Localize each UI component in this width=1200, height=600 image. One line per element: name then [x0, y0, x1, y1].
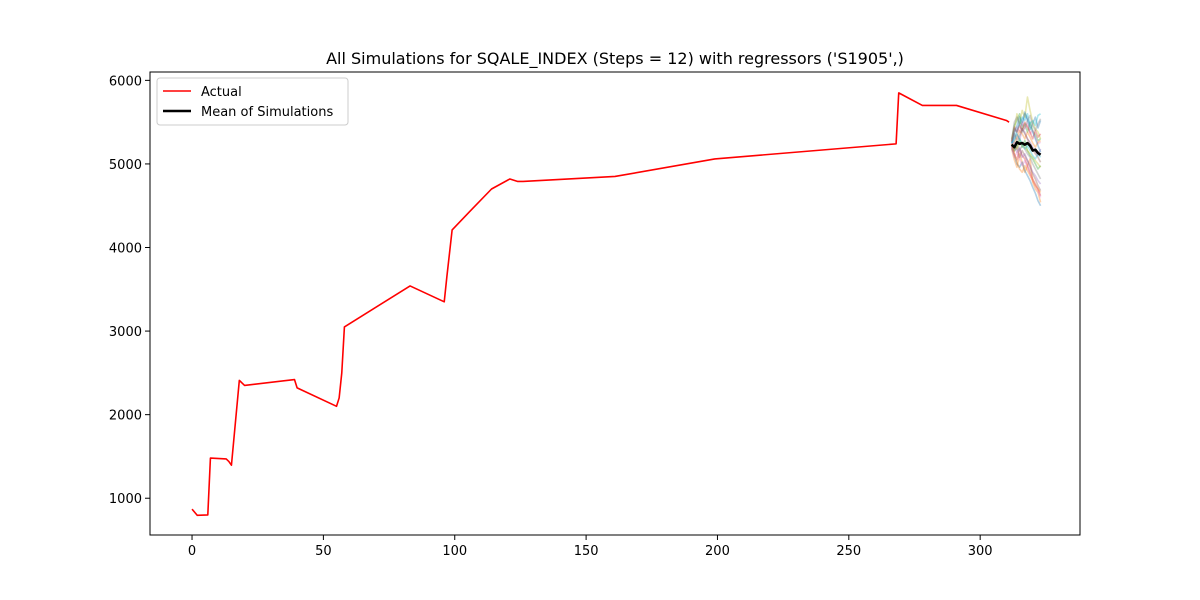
- simulation-line: [1010, 146, 1042, 198]
- actual-line: [191, 92, 1010, 517]
- y-tick-label: 5000: [109, 158, 142, 173]
- x-tick-label: 300: [968, 544, 993, 559]
- simulation-line: [1010, 143, 1042, 193]
- y-tick-label: 3000: [109, 325, 142, 340]
- legend-label: Mean of Simulations: [201, 105, 333, 120]
- simulation-line: [1010, 112, 1042, 144]
- x-tick-label: 200: [705, 544, 730, 559]
- simulation-line: [1011, 141, 1042, 168]
- simulation-line: [1010, 141, 1042, 185]
- legend-box: [156, 77, 349, 126]
- mean-of-simulations-line: [1010, 140, 1042, 156]
- plot-frame: [149, 71, 1081, 536]
- simulation-line: [1010, 147, 1042, 207]
- y-tick-label: 6000: [109, 74, 142, 89]
- legend-label: Actual: [201, 85, 242, 100]
- x-tick-label: 250: [836, 544, 861, 559]
- x-tick-label: 50: [315, 544, 332, 559]
- y-tick-label: 1000: [109, 492, 142, 507]
- simulation-line: [1010, 112, 1042, 144]
- x-axis: 0 50 100 150 200 250 300: [188, 535, 993, 559]
- y-axis: 1000 2000 3000 4000 5000 6000: [109, 74, 150, 507]
- simulation-line: [1011, 133, 1042, 160]
- simulation-line: [1010, 111, 1042, 153]
- x-tick-label: 100: [442, 544, 467, 559]
- simulation-line: [1010, 138, 1042, 170]
- simulation-line: [1010, 148, 1042, 203]
- simulation-line: [1010, 128, 1042, 163]
- chart-title: All Simulations for SQALE_INDEX (Steps =…: [326, 49, 904, 69]
- simulation-line: [1010, 96, 1042, 142]
- y-tick-label: 4000: [109, 242, 142, 257]
- simulation-line: [1010, 114, 1042, 142]
- simulation-line: [1011, 129, 1042, 149]
- simulation-line: [1010, 146, 1042, 196]
- simulation-line: [1010, 121, 1042, 145]
- x-tick-label: 150: [574, 544, 599, 559]
- simulation-line: [1010, 121, 1042, 141]
- simulation-line: [1010, 112, 1042, 142]
- series-lines: [191, 92, 1042, 517]
- y-tick-label: 2000: [109, 409, 142, 424]
- x-tick-label: 0: [188, 544, 196, 559]
- simulation-line: [1010, 146, 1042, 192]
- legend: Actual Mean of Simulations: [156, 77, 349, 126]
